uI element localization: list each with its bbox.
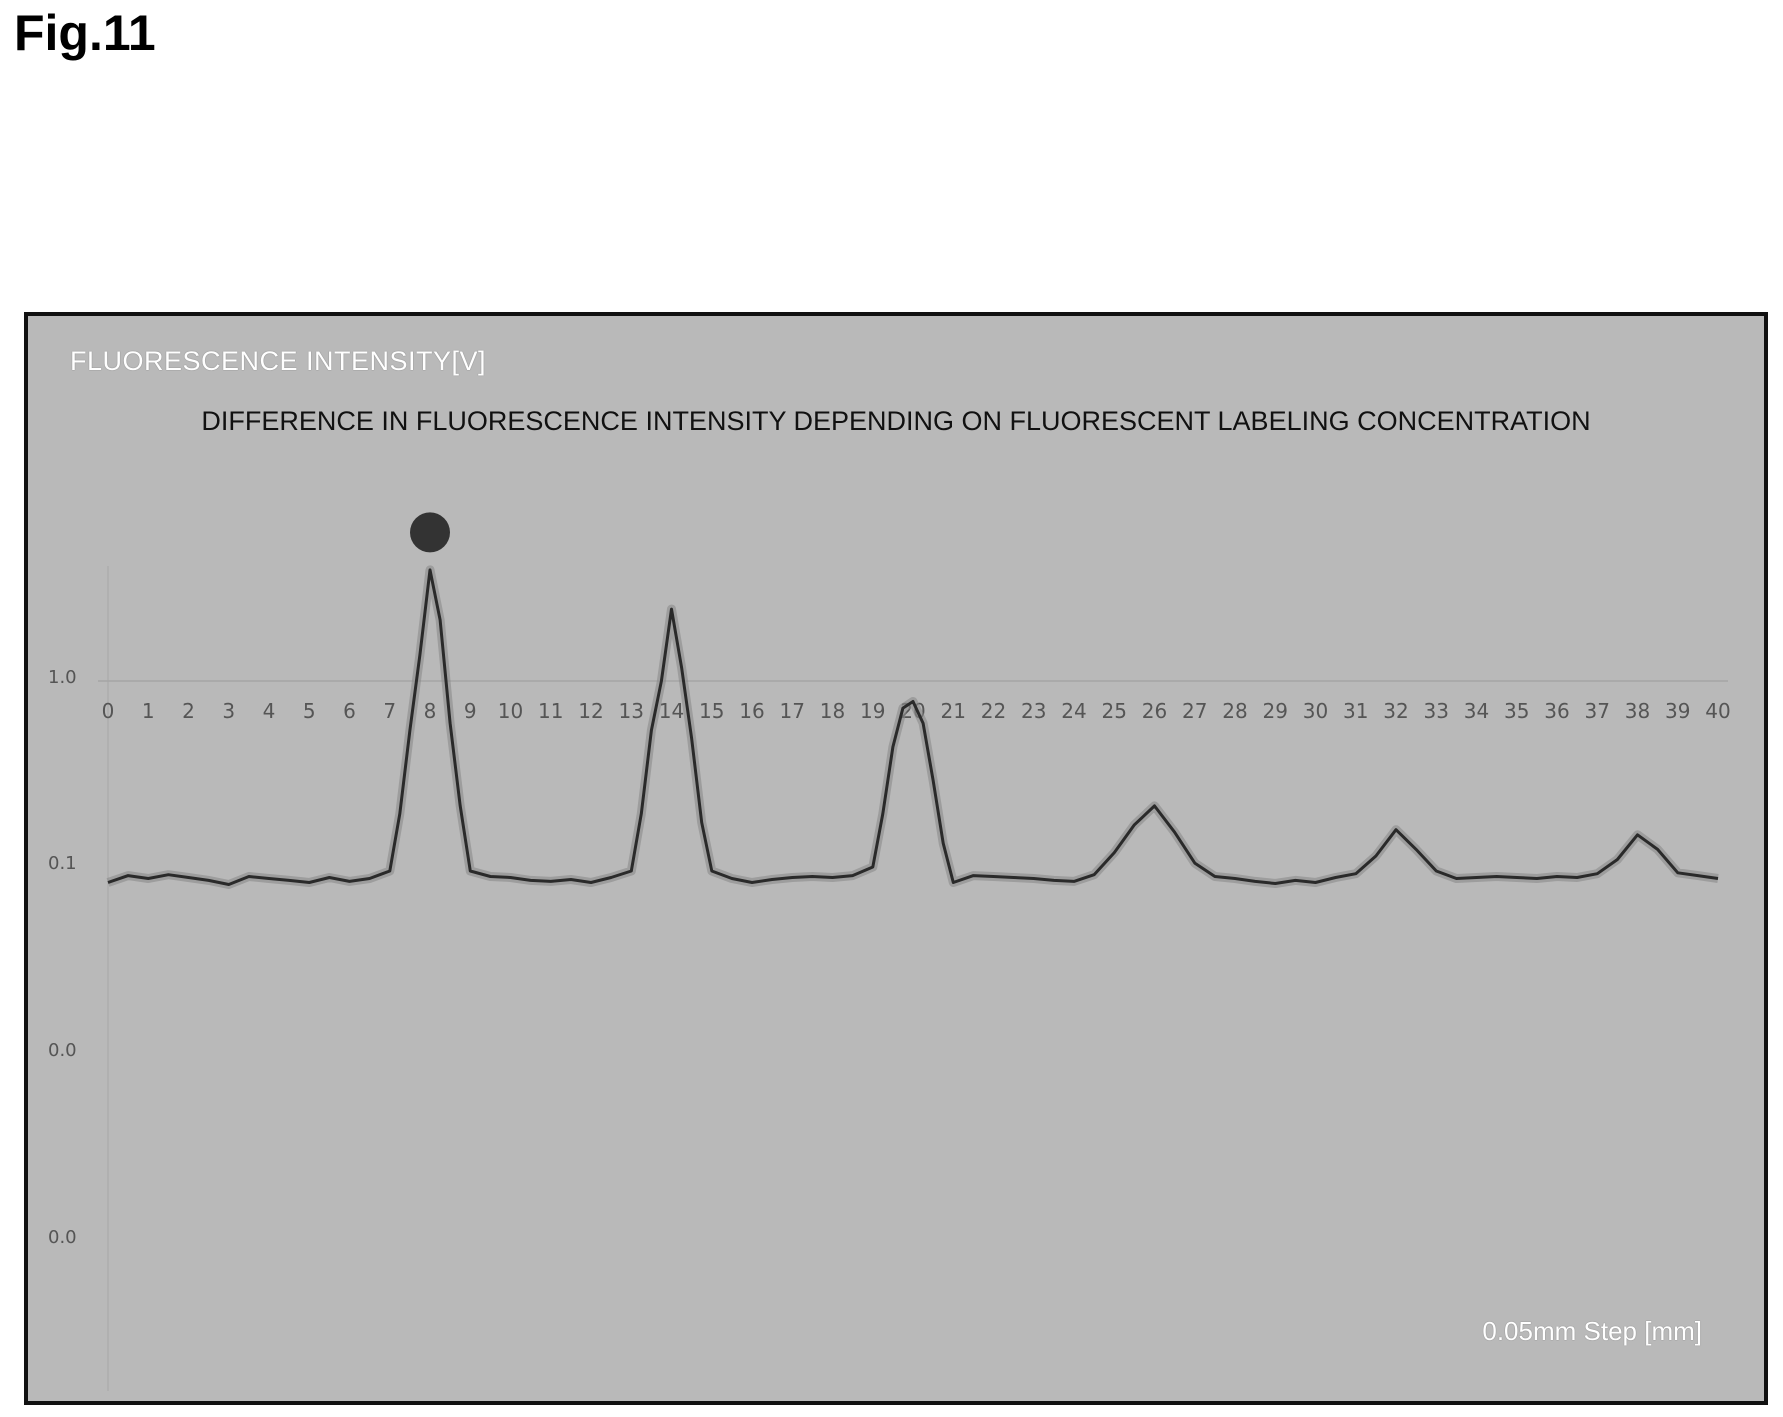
series-line-shadow	[108, 570, 1718, 885]
x-tick-label: 15	[699, 699, 724, 723]
series-layer	[108, 570, 1718, 885]
x-tick-label: 34	[1464, 699, 1489, 723]
x-tick-label: 32	[1383, 699, 1408, 723]
x-tick-label: 25	[1102, 699, 1127, 723]
chart-panel: 1.00.10.00.0 012345678910111213141516171…	[24, 312, 1768, 1405]
x-tick-label: 1	[142, 699, 155, 723]
x-tick-label: 4	[263, 699, 276, 723]
x-tick-label: 36	[1544, 699, 1569, 723]
x-tick-label: 16	[739, 699, 764, 723]
x-tick-label: 35	[1504, 699, 1529, 723]
x-tick-label: 33	[1424, 699, 1449, 723]
series-line	[108, 570, 1718, 885]
x-tick-label: 26	[1142, 699, 1167, 723]
x-tick-label: 12	[578, 699, 603, 723]
y-tick-label: 0.0	[48, 1227, 77, 1248]
marker-layer	[410, 512, 450, 552]
x-tick-label: 0	[102, 699, 115, 723]
x-tick-label: 13	[619, 699, 644, 723]
x-tick-label: 22	[981, 699, 1006, 723]
x-tick-label: 6	[343, 699, 356, 723]
x-tick-label: 24	[1061, 699, 1086, 723]
x-tick-label: 39	[1665, 699, 1690, 723]
x-tick-label: 5	[303, 699, 316, 723]
figure-label: Fig.11	[14, 4, 156, 62]
x-tick-label: 17	[780, 699, 805, 723]
x-tick-label: 27	[1182, 699, 1207, 723]
y-axis-label: FLUORESCENCE INTENSITY[V]	[70, 346, 486, 377]
x-tick-label: 11	[538, 699, 563, 723]
x-tick-label: 21	[941, 699, 966, 723]
x-tick-label: 7	[383, 699, 396, 723]
x-tick-label: 31	[1343, 699, 1368, 723]
y-tick-label: 0.0	[48, 1040, 77, 1061]
x-tick-label: 23	[1021, 699, 1046, 723]
chart-plot: 1.00.10.00.0 012345678910111213141516171…	[28, 316, 1764, 1401]
x-tick-label: 3	[222, 699, 235, 723]
x-tick-label: 18	[820, 699, 845, 723]
x-tick-label: 19	[860, 699, 885, 723]
x-tick-label: 28	[1222, 699, 1247, 723]
peak-marker-dot	[410, 512, 450, 552]
x-tick-label: 9	[464, 699, 477, 723]
x-tick-label: 29	[1263, 699, 1288, 723]
x-tick-label: 38	[1625, 699, 1650, 723]
grid-layer	[98, 566, 1728, 1391]
x-tick-label: 10	[498, 699, 523, 723]
x-axis-label: 0.05mm Step [mm]	[1482, 1316, 1702, 1347]
y-tick-layer: 1.0 0.1 0.0 0.0	[48, 667, 77, 1248]
x-tick-label: 40	[1705, 699, 1730, 723]
y-tick-label: 0.1	[48, 853, 77, 874]
chart-title: DIFFERENCE IN FLUORESCENCE INTENSITY DEP…	[28, 406, 1764, 437]
y-tick-label: 1.0	[48, 667, 77, 688]
x-tick-label: 2	[182, 699, 195, 723]
x-tick-label: 14	[659, 699, 684, 723]
x-tick-label: 37	[1585, 699, 1610, 723]
x-tick-label: 30	[1303, 699, 1328, 723]
x-tick-label: 8	[424, 699, 437, 723]
